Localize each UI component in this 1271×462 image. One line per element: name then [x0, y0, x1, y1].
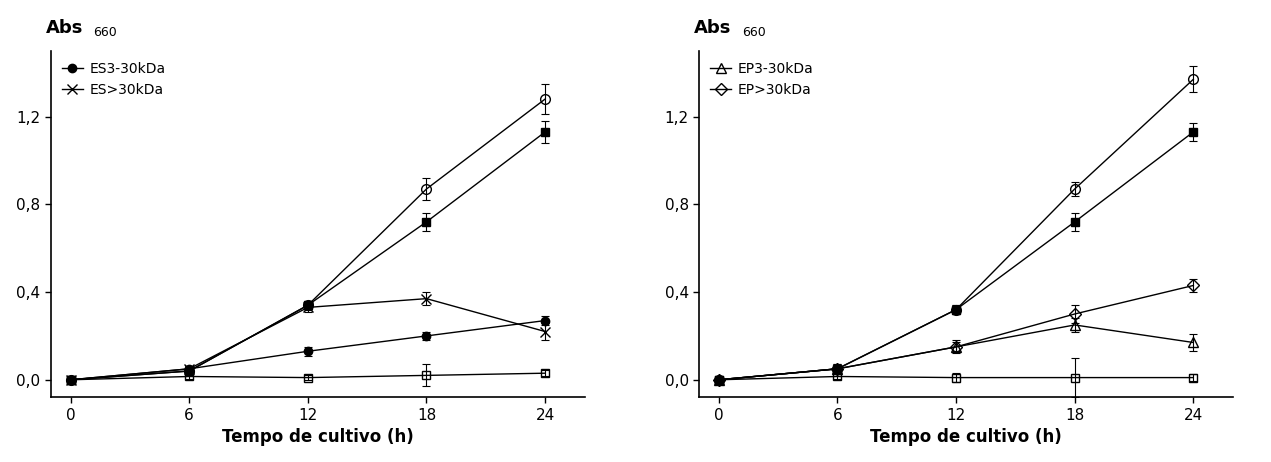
Text: Abs: Abs — [46, 19, 83, 37]
Legend: ES3-30kDa, ES>30kDa: ES3-30kDa, ES>30kDa — [57, 58, 170, 101]
Text: 660: 660 — [742, 26, 765, 39]
Text: Abs: Abs — [694, 19, 731, 37]
X-axis label: Tempo de cultivo (h): Tempo de cultivo (h) — [222, 428, 413, 446]
Text: 660: 660 — [94, 26, 117, 39]
X-axis label: Tempo de cultivo (h): Tempo de cultivo (h) — [871, 428, 1061, 446]
Legend: EP3-30kDa, EP>30kDa: EP3-30kDa, EP>30kDa — [705, 58, 817, 101]
